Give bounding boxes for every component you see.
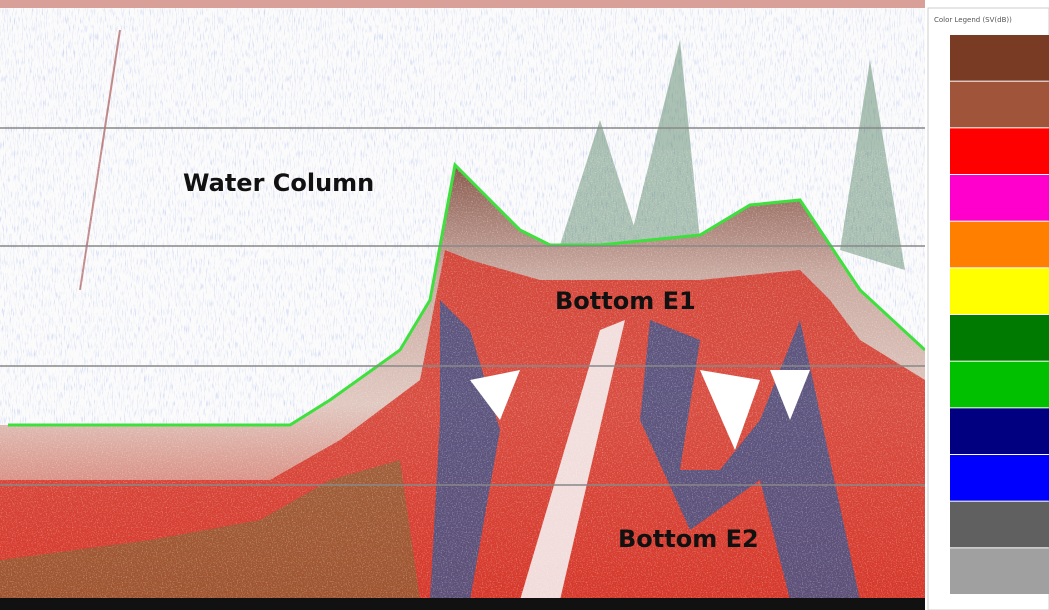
legend-swatch xyxy=(950,82,1049,128)
legend-swatch xyxy=(950,455,1049,501)
top-bar xyxy=(0,0,925,8)
legend-swatch xyxy=(950,175,1049,221)
label: Water Column xyxy=(183,169,374,197)
legend-swatch xyxy=(950,268,1049,314)
legend-title: Color Legend (SV(dB)) xyxy=(934,16,1012,24)
label: Bottom E1 xyxy=(555,287,696,315)
legend-swatch xyxy=(950,35,1049,81)
bottom-grain xyxy=(0,150,925,600)
legend-swatch xyxy=(950,408,1049,454)
echogram-screen: Water Column Bottom E1 Bottom E2 Color L… xyxy=(0,0,1049,610)
legend-swatch xyxy=(950,222,1049,268)
echogram: Water Column Bottom E1 Bottom E2 xyxy=(0,0,925,600)
label: Bottom E2 xyxy=(618,525,759,553)
legend-swatch xyxy=(950,128,1049,174)
bottom-bar xyxy=(0,598,925,610)
legend-swatch xyxy=(950,548,1049,594)
legend-swatch xyxy=(950,315,1049,361)
color-legend: Color Legend (SV(dB)) xyxy=(928,8,1049,610)
legend-swatch xyxy=(950,502,1049,548)
legend-swatch xyxy=(950,362,1049,408)
page: Water Column Bottom E1 Bottom E2 Color L… xyxy=(0,0,1049,610)
